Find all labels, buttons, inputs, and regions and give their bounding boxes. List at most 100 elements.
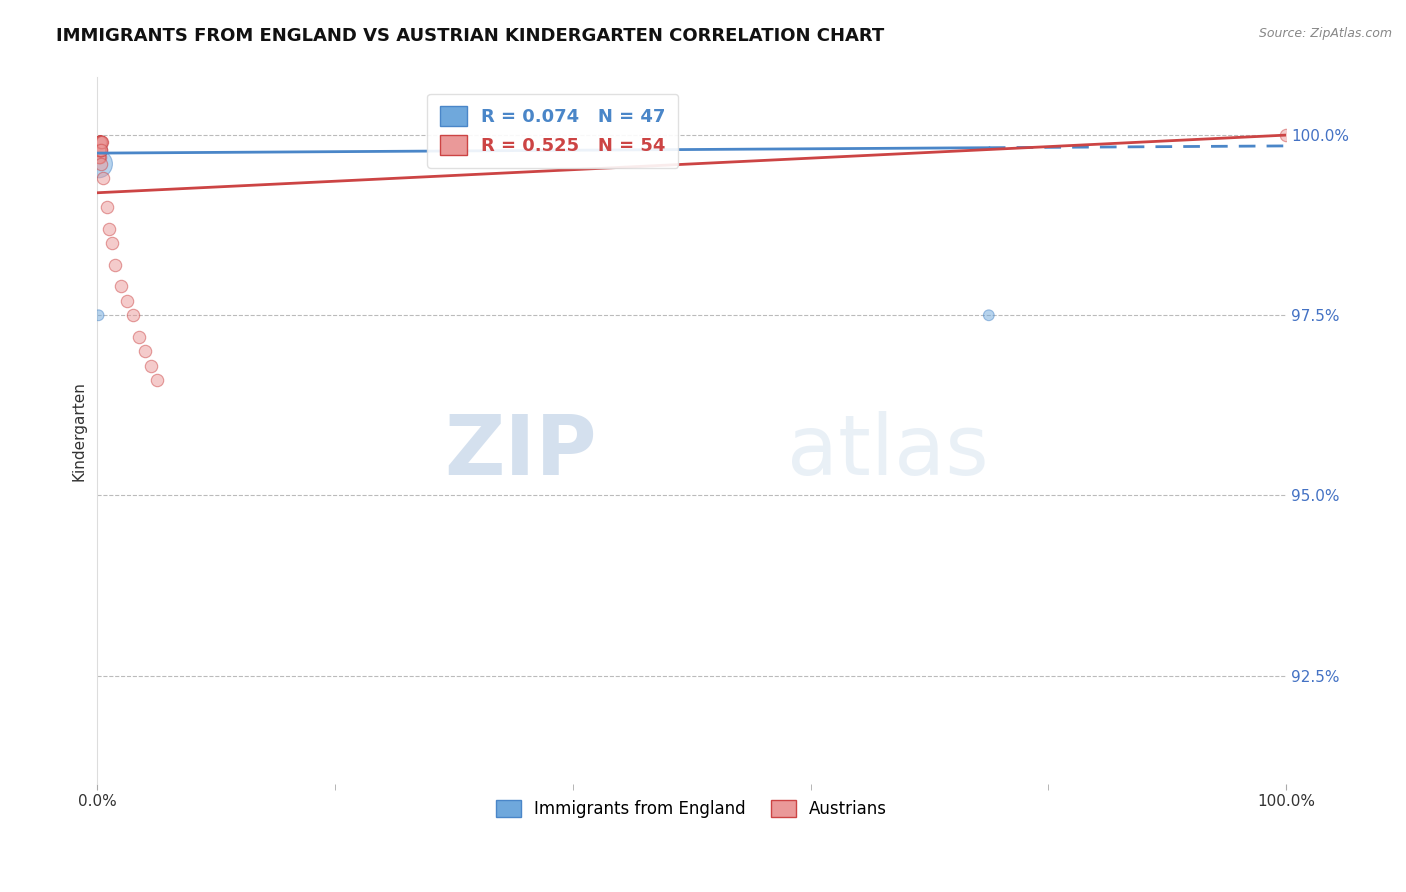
Point: [104, 258, 127, 272]
Point: [89, 136, 111, 150]
Point: [89, 143, 111, 157]
Text: IMMIGRANTS FROM ENGLAND VS AUSTRIAN KINDERGARTEN CORRELATION CHART: IMMIGRANTS FROM ENGLAND VS AUSTRIAN KIND…: [56, 27, 884, 45]
Point: [89, 143, 111, 157]
Legend: Immigrants from England, Austrians: Immigrants from England, Austrians: [489, 793, 894, 825]
Point: [90, 136, 112, 150]
Point: [90, 136, 112, 150]
Point: [110, 279, 132, 293]
Point: [146, 373, 169, 387]
Point: [87, 143, 110, 157]
Point: [89, 136, 111, 150]
Text: ZIP: ZIP: [444, 411, 596, 492]
Point: [90, 136, 112, 150]
Point: [90, 143, 112, 157]
Point: [90, 136, 112, 150]
Point: [89, 143, 111, 157]
Point: [87, 143, 110, 157]
Point: [89, 136, 111, 150]
Point: [89, 136, 111, 150]
Point: [87, 136, 110, 150]
Point: [89, 136, 111, 150]
Point: [89, 150, 111, 164]
Point: [87, 143, 110, 157]
Point: [89, 136, 111, 150]
Point: [87, 150, 110, 164]
Point: [90, 136, 112, 150]
Point: [98, 221, 121, 235]
Point: [91, 143, 114, 157]
Point: [89, 143, 111, 157]
Point: [90, 143, 112, 157]
Point: [90, 136, 112, 150]
Point: [87, 143, 110, 157]
Point: [87, 136, 110, 150]
Point: [87, 308, 110, 322]
Point: [87, 150, 110, 164]
Point: [87, 143, 110, 157]
Point: [128, 330, 150, 344]
Point: [87, 136, 110, 150]
Point: [90, 136, 112, 150]
Point: [90, 136, 112, 150]
Point: [977, 308, 1000, 322]
Point: [1275, 128, 1298, 142]
Point: [90, 136, 112, 150]
Point: [90, 136, 112, 150]
Point: [89, 136, 111, 150]
Point: [89, 136, 111, 150]
Point: [89, 136, 111, 150]
Point: [90, 136, 112, 150]
Point: [89, 136, 111, 150]
Point: [87, 136, 110, 150]
Point: [89, 136, 111, 150]
Point: [139, 359, 162, 373]
Point: [90, 136, 112, 150]
Point: [89, 136, 111, 150]
Point: [89, 143, 111, 157]
Point: [90, 143, 112, 157]
Point: [89, 143, 111, 157]
Point: [87, 136, 110, 150]
Point: [89, 136, 111, 150]
Point: [89, 150, 111, 164]
Point: [87, 150, 110, 164]
Point: [89, 136, 111, 150]
Point: [89, 143, 111, 157]
Point: [89, 143, 111, 157]
Point: [87, 136, 110, 150]
Point: [91, 136, 114, 150]
Point: [87, 136, 110, 150]
Point: [87, 143, 110, 157]
Point: [87, 136, 110, 150]
Point: [87, 136, 110, 150]
Point: [87, 136, 110, 150]
Point: [87, 143, 110, 157]
Point: [89, 143, 111, 157]
Text: Source: ZipAtlas.com: Source: ZipAtlas.com: [1258, 27, 1392, 40]
Point: [90, 136, 112, 150]
Point: [89, 143, 111, 157]
Point: [87, 143, 110, 157]
Point: [91, 171, 114, 186]
Point: [87, 136, 110, 150]
Text: atlas: atlas: [787, 411, 988, 492]
Point: [96, 200, 118, 214]
Point: [90, 157, 112, 171]
Point: [87, 136, 110, 150]
Point: [90, 136, 112, 150]
Point: [87, 157, 110, 171]
Point: [90, 136, 112, 150]
Point: [87, 136, 110, 150]
Point: [89, 143, 111, 157]
Point: [115, 293, 138, 308]
Point: [122, 308, 145, 322]
Point: [134, 344, 156, 359]
Point: [87, 150, 110, 164]
Point: [87, 136, 110, 150]
Point: [87, 136, 110, 150]
Point: [89, 136, 111, 150]
Point: [89, 143, 111, 157]
Point: [90, 136, 112, 150]
Point: [89, 143, 111, 157]
Point: [90, 143, 112, 157]
